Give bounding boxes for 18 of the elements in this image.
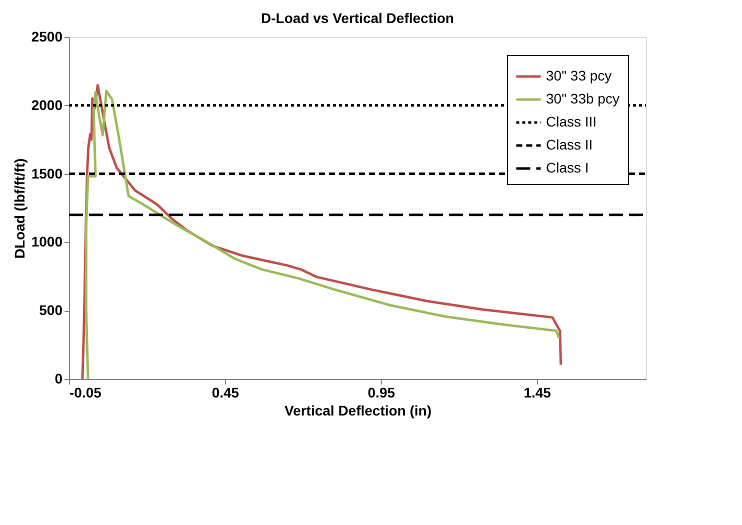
y-tick-label: 2000 <box>31 96 63 113</box>
y-tick-label: 1000 <box>31 234 63 250</box>
legend-label: Class I <box>546 160 589 176</box>
y-tick-label: 1500 <box>31 165 63 182</box>
y-tick-label: 500 <box>39 302 63 318</box>
legend-label: Class II <box>546 136 593 152</box>
x-tick-label: 0.95 <box>368 384 396 400</box>
y-axis-title: DLoad (lbf/ft/ft) <box>11 158 28 259</box>
x-tick-label: 1.45 <box>524 384 552 400</box>
legend-label: Class III <box>546 114 597 130</box>
x-tick-label: -0.05 <box>70 384 102 400</box>
y-tick-label: 2500 <box>31 28 63 44</box>
x-tick-label: 0.45 <box>212 384 240 400</box>
x-axis-title: Vertical Deflection (in) <box>284 402 432 418</box>
chart-title: D-Load vs Vertical Deflection <box>261 10 454 26</box>
legend-label: 30" 33 pcy <box>546 68 612 84</box>
legend-label: 30" 33b pcy <box>546 90 620 106</box>
y-tick-label: 0 <box>54 370 63 386</box>
